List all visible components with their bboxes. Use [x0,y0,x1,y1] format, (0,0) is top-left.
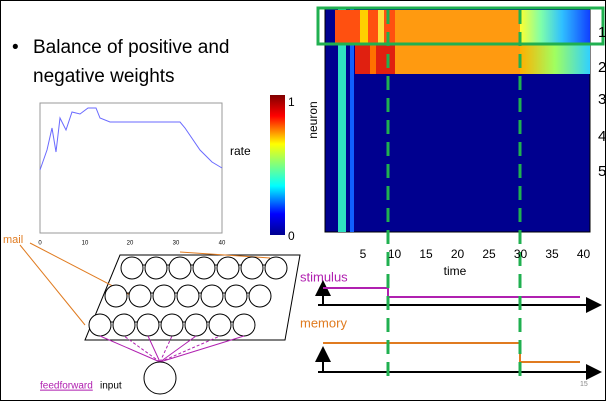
neuron [113,314,135,336]
neuron [185,314,207,336]
heatmap-cell [520,44,590,74]
row-label: 1 [598,24,606,41]
neuron [105,285,127,307]
bullet-dot: • [12,37,19,58]
page: • Balance of positive and negative weigh… [0,0,606,406]
heatmap-cell [395,10,520,74]
heatmap-x-tick: 20 [451,247,465,261]
row-label: 5 [598,163,606,180]
colorbar-min: 0 [288,229,295,243]
bullet-text: Balance of positive and [33,37,229,58]
heatmap-cell [360,10,368,44]
heatmap-x-tick: 10 [388,247,402,261]
rate-x-tick: 20 [127,241,134,247]
neuron [137,314,159,336]
page-number: 15 [580,381,588,388]
neuron [209,314,231,336]
bullet-text: negative weights [33,66,175,87]
heatmap-x-tick: 15 [419,247,433,261]
rate-x-tick: 40 [219,241,226,247]
neuron [169,257,191,279]
neuron [265,257,287,279]
heatmap-cell [520,10,590,44]
neuron [233,314,255,336]
neuron [193,257,215,279]
heatmap-x-tick: 5 [360,247,367,261]
heatmap-x-tick: 40 [577,247,591,261]
row-label: 4 [598,128,606,145]
heatmap-x-tick: 35 [545,247,559,261]
heatmap-cell [378,10,384,44]
neuron [129,285,151,307]
memory-label: memory [300,315,347,330]
neuron [225,285,247,307]
neuron [201,285,223,307]
neuron [177,285,199,307]
neuron [217,257,239,279]
stimulus-label: stimulus [300,269,348,284]
input-text: input [100,381,122,392]
heatmap-cell [370,44,376,74]
neuron [161,314,183,336]
neuron [121,257,143,279]
colorbar [270,95,285,235]
neuron [89,314,111,336]
neuron [145,257,167,279]
heatmap-x-tick: 25 [482,247,496,261]
colorbar-max: 1 [288,95,295,109]
mail-label: mail [3,234,23,246]
heatmap-xlabel: time [444,264,467,278]
heatmap-x-tick: 30 [514,247,528,261]
neuron [241,257,263,279]
neuron [249,285,271,307]
row-label: 2 [598,59,606,76]
slide: • Balance of positive and negative weigh… [0,0,606,401]
row-label: 3 [598,91,606,108]
rate-x-tick: 30 [173,241,180,247]
neuron [153,285,175,307]
rate-x-tick: 10 [82,241,89,247]
input-neuron [144,362,176,394]
input-link: feedforward [40,381,93,392]
heatmap-ylabel: neuron [306,101,320,138]
rate-label: rate [230,144,251,158]
